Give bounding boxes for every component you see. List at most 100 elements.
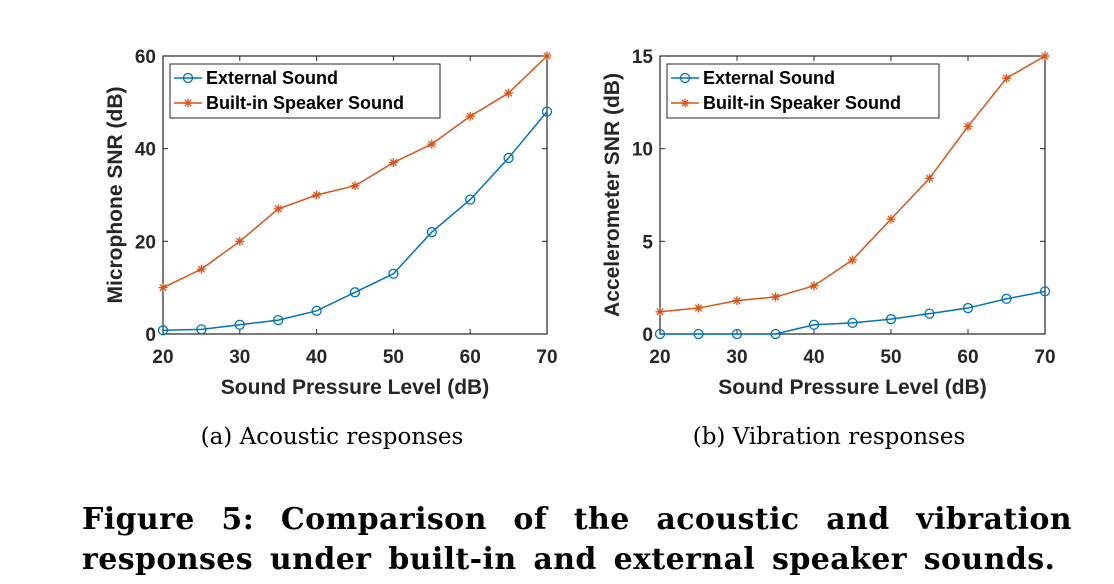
data-point xyxy=(848,255,857,265)
legend-entry: External Sound xyxy=(174,68,338,88)
data-point xyxy=(962,302,974,314)
circle-marker xyxy=(465,194,476,205)
circle-marker xyxy=(157,325,169,336)
legend-box xyxy=(169,63,441,119)
asterisk-marker xyxy=(235,236,245,246)
asterisk-marker xyxy=(1002,73,1011,83)
circle-marker xyxy=(1039,286,1051,297)
x-tick-label: 30 xyxy=(229,347,250,368)
data-point xyxy=(886,214,896,224)
data-point xyxy=(541,106,553,117)
subcaption: (b) Vibration responses xyxy=(693,424,966,450)
asterisk-stroke xyxy=(466,112,474,120)
legend-entry: External Sound xyxy=(671,68,835,88)
asterisk-stroke xyxy=(681,99,689,107)
asterisk-stroke xyxy=(274,205,282,213)
circle-marker xyxy=(679,72,691,84)
x-tick-label: 50 xyxy=(880,347,901,368)
asterisk-stroke xyxy=(925,174,934,182)
x-tick-label: 60 xyxy=(957,347,978,368)
series-line xyxy=(162,111,548,332)
series-built-in-speaker-sound xyxy=(158,51,552,293)
data-point xyxy=(465,111,475,121)
asterisk-stroke xyxy=(1002,74,1011,82)
legend-entry: Built-in Speaker Sound xyxy=(174,93,404,113)
legend-label: Built-in Speaker Sound xyxy=(703,93,901,113)
asterisk-marker xyxy=(655,307,665,317)
asterisk-stroke xyxy=(389,158,398,167)
data-point xyxy=(963,121,973,131)
asterisk-marker xyxy=(925,173,934,183)
x-tick-label: 20 xyxy=(649,347,670,368)
circle-marker xyxy=(234,319,245,330)
asterisk-stroke xyxy=(733,296,741,305)
circle-marker xyxy=(962,302,974,314)
asterisk-stroke xyxy=(236,237,244,245)
data-point xyxy=(885,314,897,325)
asterisk-marker xyxy=(196,264,206,274)
asterisk-marker xyxy=(680,98,690,108)
asterisk-stroke xyxy=(964,122,972,131)
asterisk-marker xyxy=(312,190,322,200)
subcaption: (a) Acoustic responses xyxy=(201,424,464,450)
data-point xyxy=(157,325,169,336)
circle-marker xyxy=(1001,293,1012,304)
data-point xyxy=(312,190,322,200)
circle-marker xyxy=(349,287,361,298)
circle-marker xyxy=(808,319,820,330)
asterisk-stroke xyxy=(771,293,780,301)
data-point xyxy=(235,236,245,246)
x-tick-label: 20 xyxy=(152,347,173,368)
data-point xyxy=(732,296,742,306)
series-line xyxy=(660,290,1046,335)
plot-frame xyxy=(162,55,548,335)
data-point xyxy=(311,305,322,316)
x-tick-label: 60 xyxy=(460,347,481,368)
y-axis-label: Accelerometer SNR (dB) xyxy=(601,73,624,317)
data-point xyxy=(731,328,743,340)
asterisk-marker xyxy=(465,111,475,121)
asterisk-marker xyxy=(183,98,193,108)
data-point xyxy=(1001,293,1012,304)
data-point xyxy=(771,292,780,302)
data-point xyxy=(1039,286,1051,297)
data-point xyxy=(349,287,361,298)
legend-label: Built-in Speaker Sound xyxy=(206,93,404,113)
asterisk-marker xyxy=(542,51,552,61)
data-point xyxy=(427,139,437,149)
legend-label: External Sound xyxy=(703,68,835,88)
asterisk-stroke xyxy=(159,284,167,292)
data-point xyxy=(273,314,284,326)
data-point xyxy=(655,307,665,317)
data-point xyxy=(504,88,514,98)
circle-marker xyxy=(182,72,194,84)
asterisk-marker xyxy=(963,121,973,131)
series-external-sound xyxy=(157,106,553,336)
data-point xyxy=(196,264,206,274)
asterisk-stroke xyxy=(810,282,818,290)
asterisk-stroke xyxy=(184,99,192,107)
data-point xyxy=(388,158,398,168)
x-axis-label: Sound Pressure Level (dB) xyxy=(221,376,489,399)
series-external-sound xyxy=(654,286,1051,340)
data-point xyxy=(1002,73,1011,83)
data-point xyxy=(542,51,552,61)
circle-marker xyxy=(311,305,322,316)
data-point xyxy=(503,152,514,164)
y-tick-label: 60 xyxy=(135,47,156,68)
legend-entry: Built-in Speaker Sound xyxy=(671,93,901,113)
data-point xyxy=(694,303,703,313)
asterisk-marker xyxy=(158,283,168,293)
circle-marker xyxy=(426,226,437,238)
data-point xyxy=(808,319,820,330)
circle-marker xyxy=(924,308,935,319)
data-point xyxy=(273,204,283,214)
asterisk-marker xyxy=(350,181,360,191)
data-point xyxy=(925,173,934,183)
legend: External Sound Built-in Speaker Sound xyxy=(169,63,441,119)
x-tick-label: 40 xyxy=(803,347,824,368)
data-point xyxy=(847,317,858,329)
data-point xyxy=(426,226,437,238)
